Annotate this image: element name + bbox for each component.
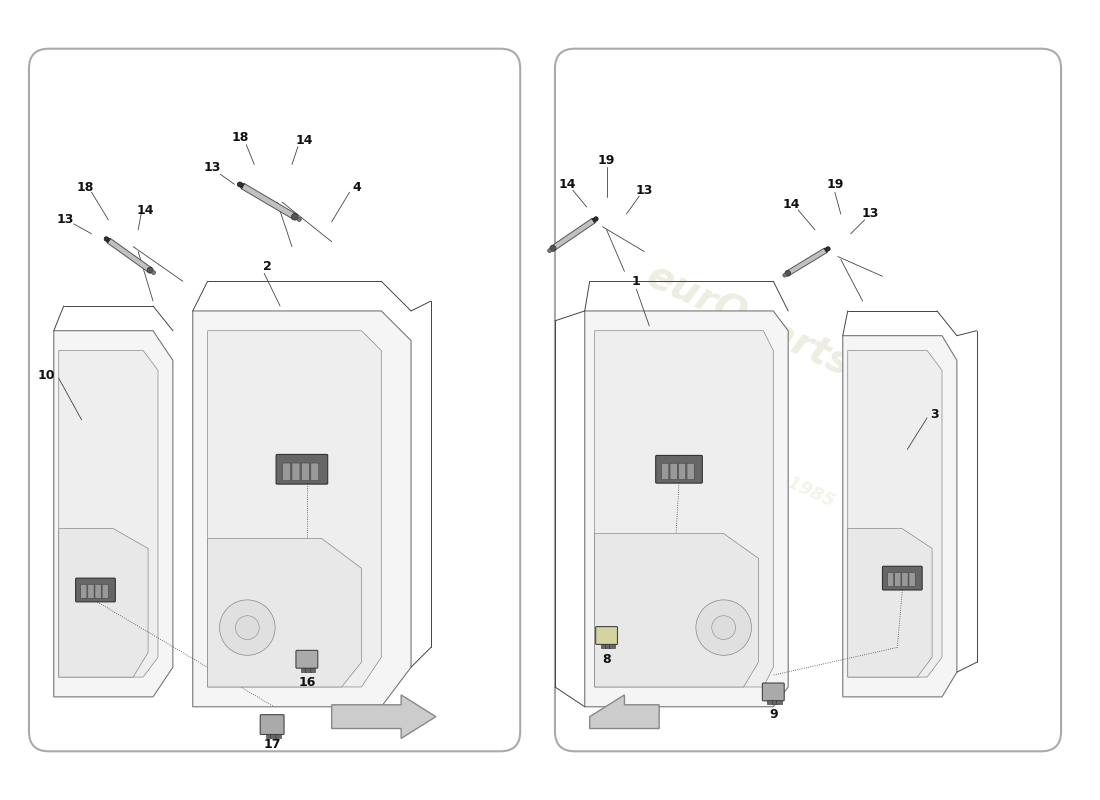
FancyBboxPatch shape <box>768 700 773 704</box>
Text: 19: 19 <box>826 178 844 190</box>
Polygon shape <box>848 529 932 677</box>
Circle shape <box>152 270 155 274</box>
Text: 10: 10 <box>37 369 55 382</box>
Polygon shape <box>590 695 659 729</box>
Circle shape <box>550 246 556 251</box>
Polygon shape <box>208 330 382 687</box>
Text: 13: 13 <box>636 184 653 197</box>
FancyBboxPatch shape <box>95 584 101 598</box>
Circle shape <box>220 600 275 655</box>
FancyBboxPatch shape <box>296 650 318 668</box>
Text: 19: 19 <box>598 154 615 167</box>
Circle shape <box>594 217 598 221</box>
FancyBboxPatch shape <box>306 668 310 672</box>
FancyBboxPatch shape <box>762 683 784 701</box>
Text: 4: 4 <box>352 181 361 194</box>
Text: 18: 18 <box>232 131 249 144</box>
Polygon shape <box>108 238 152 272</box>
Text: 14: 14 <box>558 178 575 190</box>
FancyBboxPatch shape <box>88 584 95 598</box>
FancyBboxPatch shape <box>292 463 300 481</box>
Text: 2: 2 <box>263 260 272 273</box>
Polygon shape <box>240 183 244 189</box>
Circle shape <box>785 270 791 276</box>
FancyBboxPatch shape <box>265 734 271 738</box>
FancyBboxPatch shape <box>902 573 909 586</box>
FancyBboxPatch shape <box>656 455 702 483</box>
Polygon shape <box>585 311 789 706</box>
FancyBboxPatch shape <box>670 463 678 480</box>
Text: 18: 18 <box>77 181 95 194</box>
Polygon shape <box>58 529 148 677</box>
Text: 9: 9 <box>769 708 778 721</box>
FancyBboxPatch shape <box>276 454 328 484</box>
FancyBboxPatch shape <box>894 573 901 586</box>
Circle shape <box>238 182 242 187</box>
Polygon shape <box>595 330 773 687</box>
Text: 14: 14 <box>295 134 312 147</box>
Text: eurOparts: eurOparts <box>640 257 857 385</box>
FancyBboxPatch shape <box>596 626 617 645</box>
FancyBboxPatch shape <box>679 463 685 480</box>
FancyBboxPatch shape <box>556 49 1062 751</box>
Circle shape <box>826 246 830 251</box>
Polygon shape <box>106 238 111 243</box>
FancyBboxPatch shape <box>80 584 87 598</box>
FancyBboxPatch shape <box>772 700 778 704</box>
Polygon shape <box>786 248 827 275</box>
Polygon shape <box>192 311 411 706</box>
Polygon shape <box>824 248 828 253</box>
Text: 13: 13 <box>204 161 221 174</box>
FancyBboxPatch shape <box>777 700 781 704</box>
Text: 3: 3 <box>930 408 938 422</box>
Text: 1: 1 <box>632 274 640 288</box>
Polygon shape <box>208 538 362 687</box>
Text: 8: 8 <box>603 653 611 666</box>
FancyBboxPatch shape <box>271 734 276 738</box>
Polygon shape <box>848 350 942 677</box>
FancyBboxPatch shape <box>301 463 309 481</box>
Circle shape <box>297 217 301 222</box>
Text: 17: 17 <box>263 738 280 751</box>
FancyBboxPatch shape <box>301 668 307 672</box>
Polygon shape <box>58 350 158 677</box>
FancyBboxPatch shape <box>76 578 116 602</box>
Polygon shape <box>551 218 595 250</box>
FancyBboxPatch shape <box>882 566 922 590</box>
Polygon shape <box>54 330 173 697</box>
FancyBboxPatch shape <box>888 573 894 586</box>
Circle shape <box>292 214 298 220</box>
Text: 16: 16 <box>298 675 316 689</box>
FancyBboxPatch shape <box>275 734 280 738</box>
Circle shape <box>783 274 786 277</box>
Circle shape <box>147 267 153 273</box>
Circle shape <box>548 249 551 253</box>
Polygon shape <box>843 336 957 697</box>
Polygon shape <box>241 184 296 219</box>
FancyBboxPatch shape <box>688 463 694 480</box>
Circle shape <box>235 616 260 639</box>
FancyBboxPatch shape <box>311 463 319 481</box>
Circle shape <box>712 616 736 639</box>
Text: 14: 14 <box>136 203 154 217</box>
Circle shape <box>696 600 751 655</box>
Text: 13: 13 <box>862 207 879 221</box>
FancyBboxPatch shape <box>601 644 606 648</box>
Text: 14: 14 <box>782 198 800 210</box>
FancyBboxPatch shape <box>909 573 915 586</box>
Circle shape <box>104 237 109 241</box>
FancyBboxPatch shape <box>102 584 109 598</box>
FancyBboxPatch shape <box>283 463 290 481</box>
FancyBboxPatch shape <box>661 463 669 480</box>
FancyBboxPatch shape <box>605 644 610 648</box>
FancyBboxPatch shape <box>261 714 284 734</box>
Polygon shape <box>595 534 758 687</box>
Text: 13: 13 <box>57 214 75 226</box>
FancyBboxPatch shape <box>29 49 520 751</box>
FancyBboxPatch shape <box>309 668 315 672</box>
Text: a passion for...since1985: a passion for...since1985 <box>601 388 837 511</box>
Polygon shape <box>592 218 596 223</box>
FancyBboxPatch shape <box>609 644 615 648</box>
Polygon shape <box>332 695 436 738</box>
